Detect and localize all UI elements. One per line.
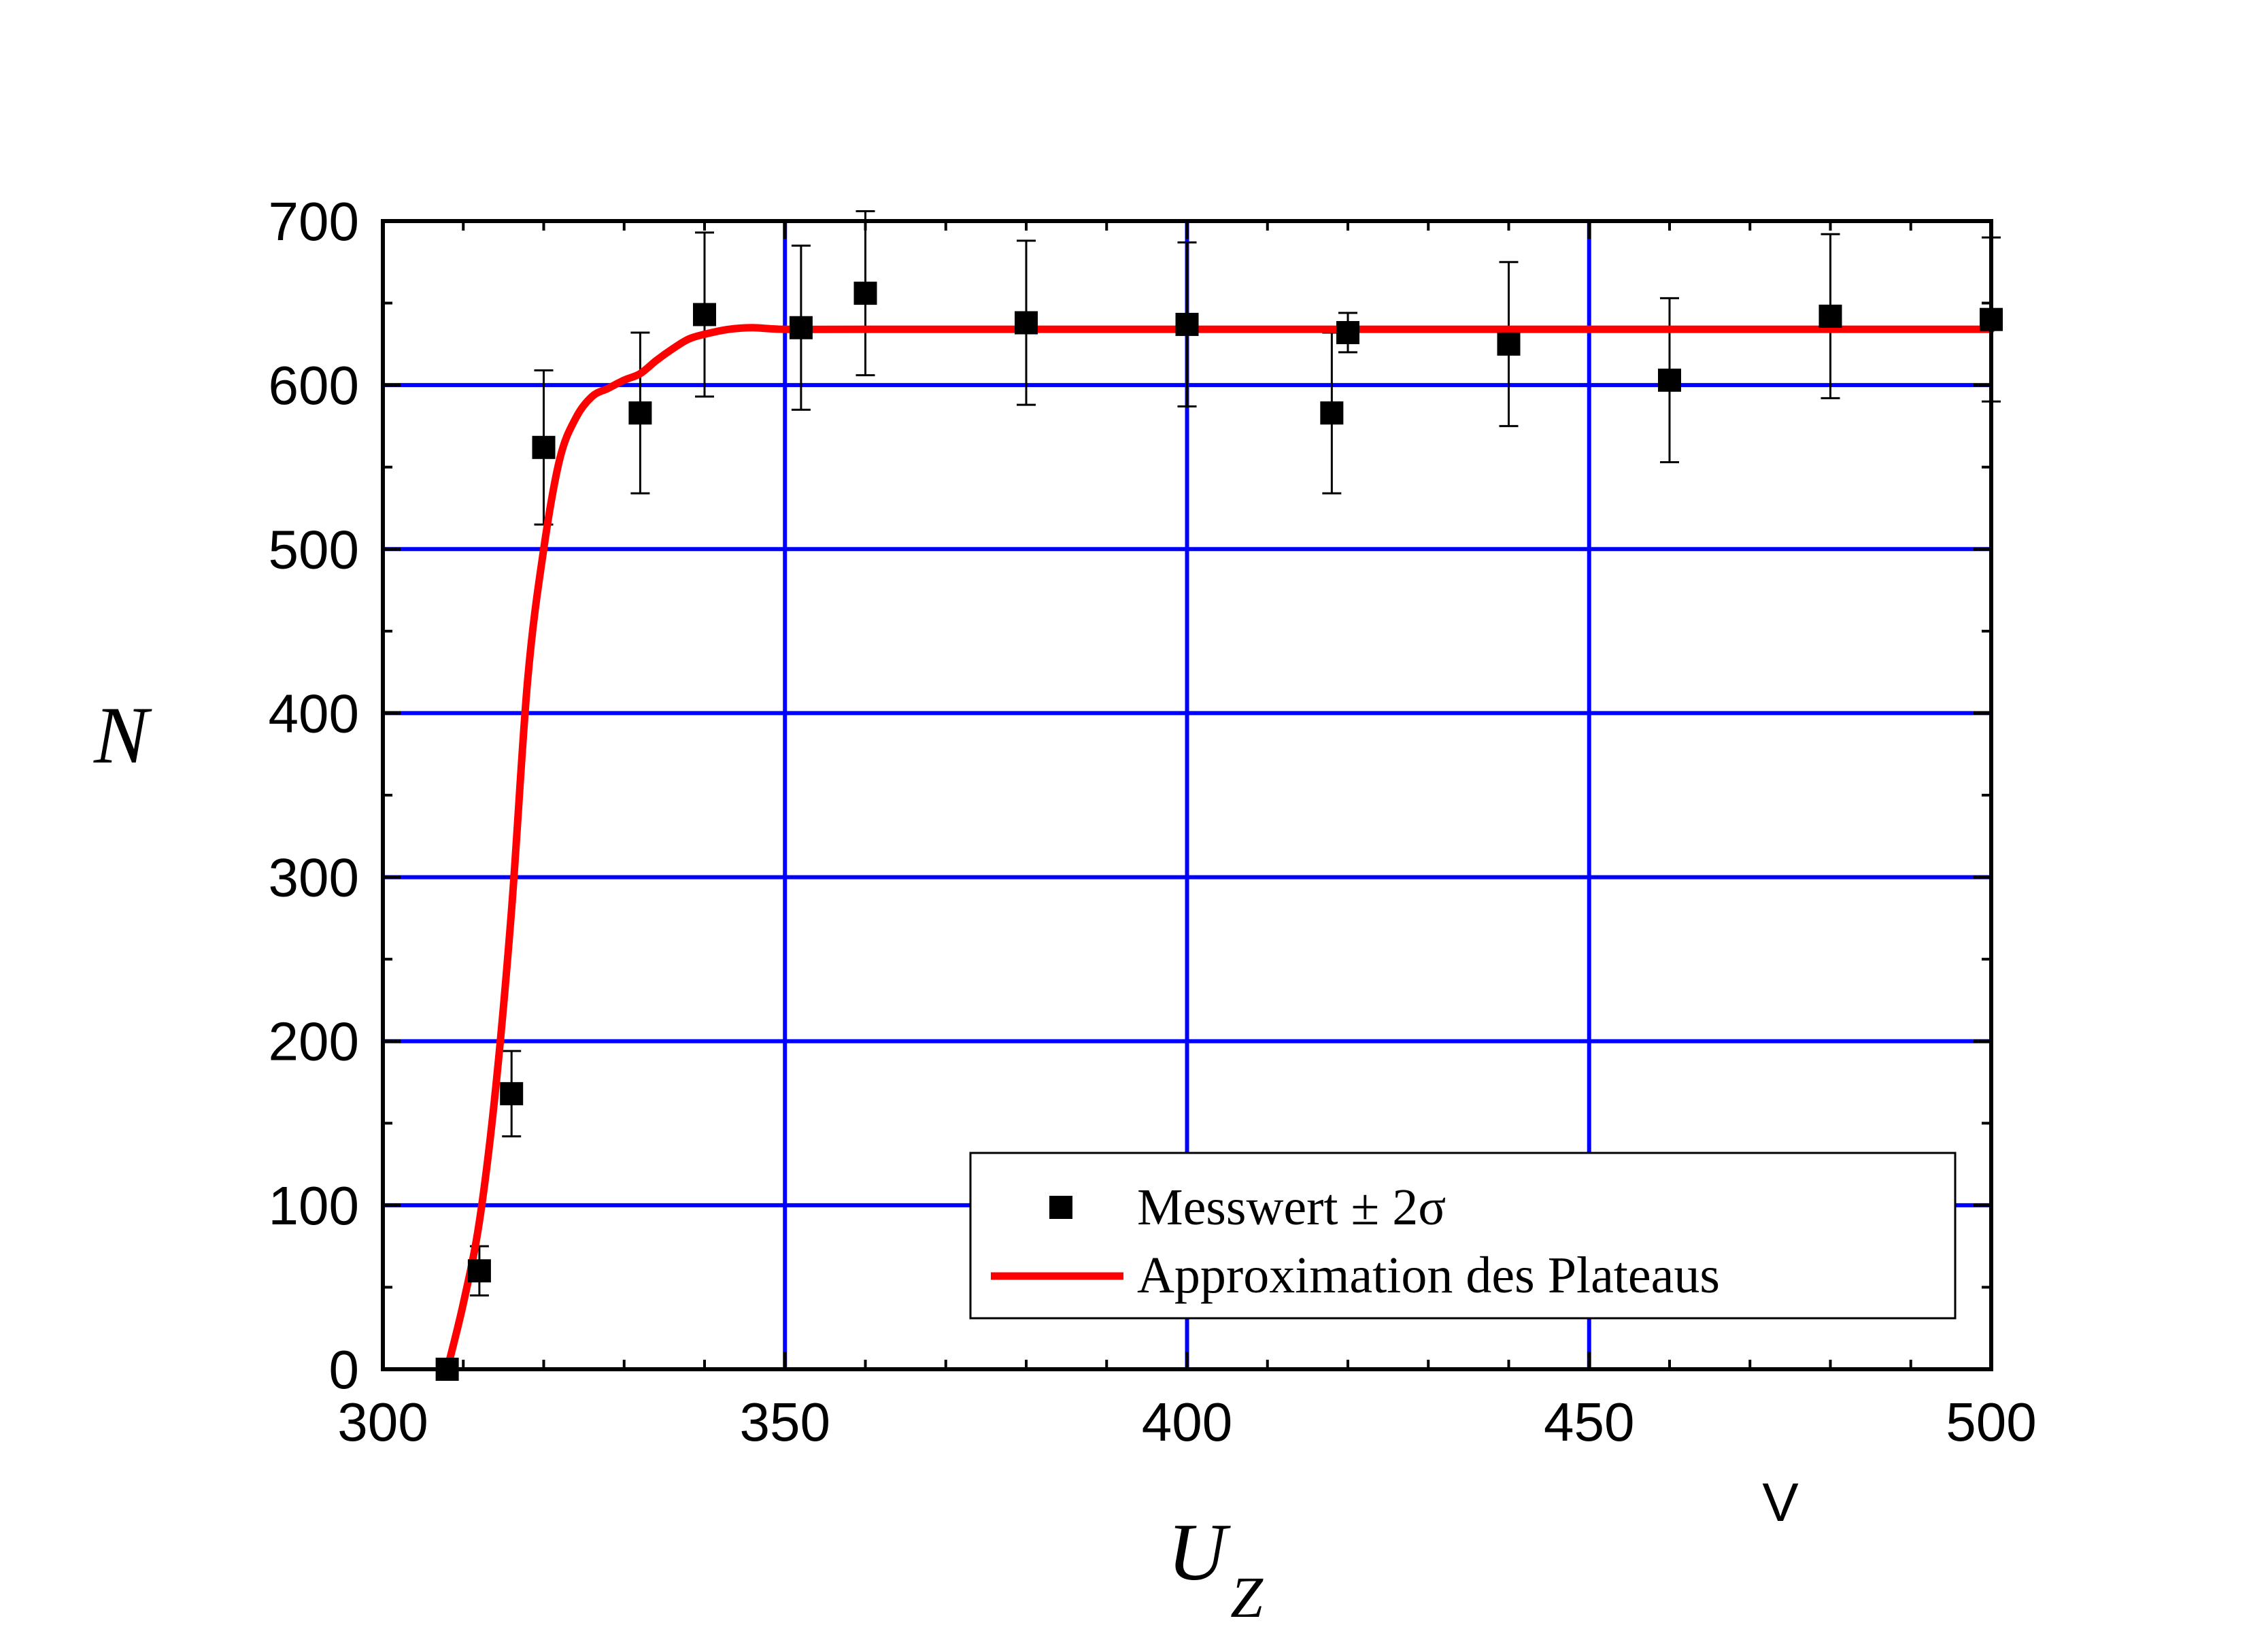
y-axis-label: N (93, 690, 152, 780)
data-point (1658, 368, 1681, 392)
data-point (628, 401, 652, 425)
x-tick-label: 400 (1142, 1392, 1232, 1452)
legend: Messwert ± 2σ Approximation des Plateaus (969, 1152, 1957, 1320)
x-axis-label-subscript: Z (1230, 1564, 1264, 1625)
plot-frame (381, 219, 1993, 1371)
y-tick-label: 400 (269, 683, 359, 743)
x-axis-label: U Z (1168, 1507, 1264, 1625)
data-point (853, 282, 877, 305)
y-tick-label: 700 (269, 191, 359, 252)
y-tick-label: 200 (269, 1011, 359, 1072)
data-point (1336, 320, 1359, 344)
legend-label-fit: Approximation des Plateaus (1137, 1247, 1720, 1304)
data-point (1015, 311, 1038, 335)
data-point (1320, 401, 1344, 425)
data-point (500, 1082, 524, 1105)
data-point (1818, 304, 1842, 328)
data-point (467, 1259, 491, 1283)
x-tick-label: 450 (1544, 1392, 1634, 1452)
data-points (435, 282, 2003, 1381)
y-tick-label: 0 (329, 1339, 360, 1400)
legend-marker-points (1049, 1196, 1072, 1219)
x-axis-label-main: U (1168, 1507, 1232, 1597)
data-point (532, 435, 556, 459)
data-point (1497, 332, 1521, 356)
tick-labels: 300 350 400 450 500 0 100 200 300 400 500 600 700 (269, 191, 2037, 1452)
y-tick-label: 500 (269, 519, 359, 580)
data-point (1175, 312, 1199, 336)
x-tick-label: 300 (337, 1392, 428, 1452)
data-point (789, 316, 813, 339)
data-point (693, 303, 716, 326)
y-tick-label: 100 (269, 1175, 359, 1236)
x-axis-unit: V (1762, 1472, 1799, 1532)
y-tick-label: 600 (269, 355, 359, 416)
legend-label-points: Messwert ± 2σ (1137, 1179, 1446, 1236)
legend-box (969, 1152, 1957, 1320)
y-tick-label: 300 (269, 848, 359, 908)
x-tick-label: 500 (1946, 1392, 2036, 1452)
x-tick-label: 350 (740, 1392, 830, 1452)
